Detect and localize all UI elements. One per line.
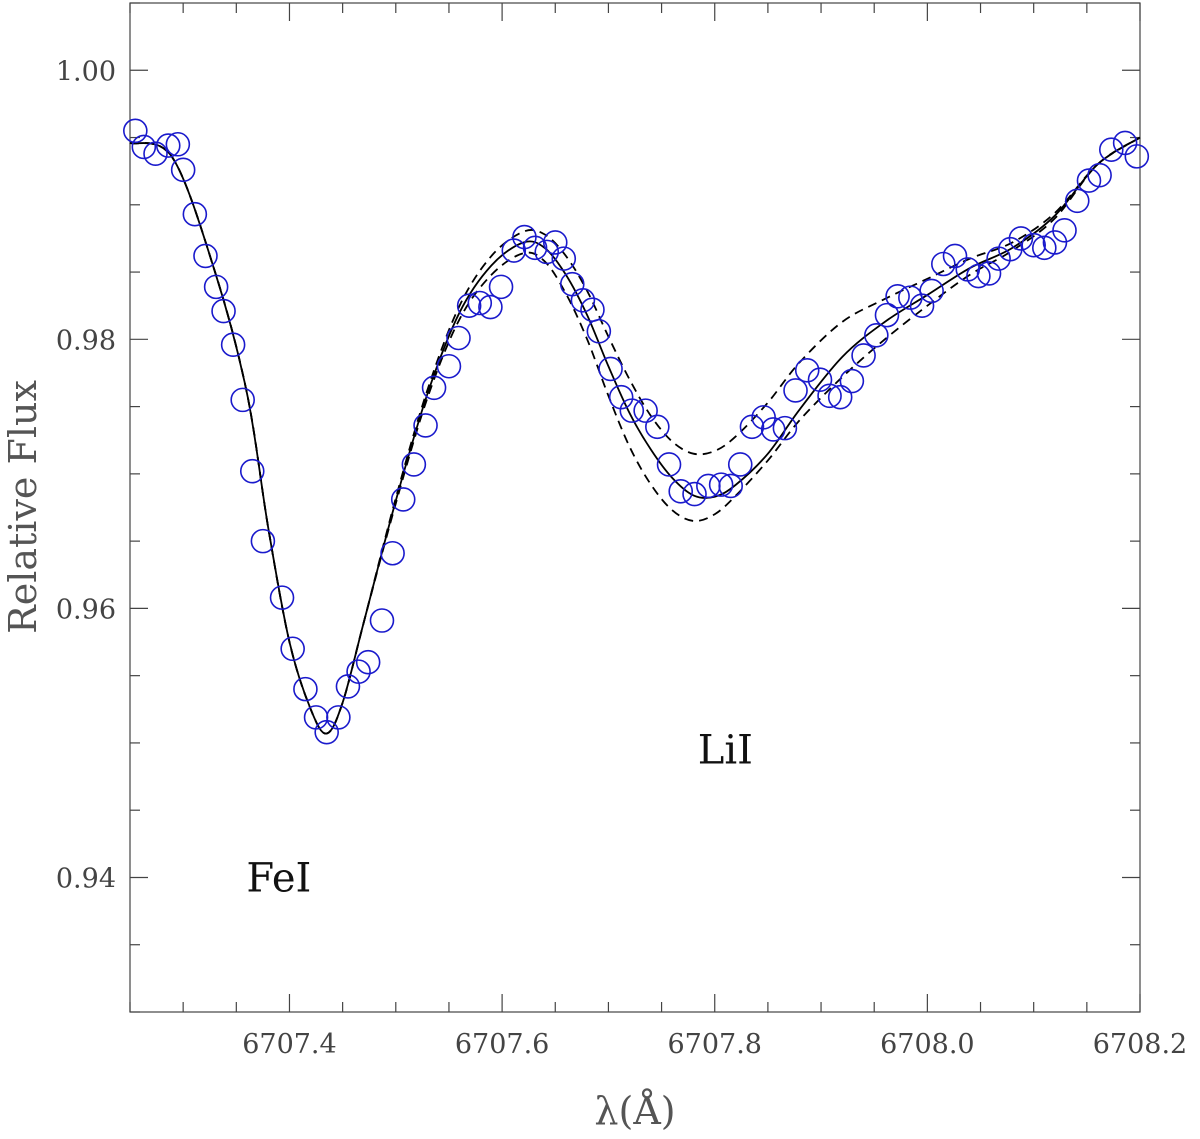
data-point: [211, 298, 236, 324]
data-point: [488, 274, 514, 300]
y-axis-title: Relative Flux: [1, 380, 45, 634]
plot-frame: [129, 2, 1141, 1013]
data-point: [1124, 144, 1150, 169]
y-tick-label: 1.00: [56, 56, 116, 87]
data-point: [727, 452, 753, 477]
data-point: [421, 375, 447, 401]
annotation-lii: LiI: [698, 728, 753, 774]
data-point: [220, 332, 246, 358]
data-point: [401, 452, 427, 477]
data-point: [570, 288, 596, 313]
data-point: [1021, 232, 1046, 258]
data-point: [551, 246, 577, 271]
data-point: [783, 378, 808, 403]
data-point: [839, 368, 865, 394]
data-point: [1098, 137, 1124, 162]
data-point: [346, 659, 371, 684]
data-point: [143, 141, 168, 166]
data-point: [380, 540, 405, 566]
data-point: [885, 283, 910, 309]
data-point: [155, 133, 181, 158]
data-point: [874, 302, 900, 328]
data-point: [230, 387, 255, 413]
data-point: [326, 705, 351, 730]
data-point: [314, 719, 339, 745]
data-point: [203, 274, 229, 300]
data-point: [269, 585, 295, 610]
data-point: [170, 157, 196, 183]
data-point: [668, 479, 694, 504]
data-point: [355, 649, 381, 675]
data-point: [633, 398, 658, 423]
x-axis-title: λ(Å): [594, 1089, 675, 1133]
data-point: [696, 473, 721, 499]
data-point: [794, 357, 820, 383]
data-point: [522, 235, 548, 261]
data-point: [542, 230, 568, 255]
data-point: [1064, 188, 1090, 214]
data-point: [682, 481, 707, 507]
data-point: [293, 676, 318, 702]
data-point: [656, 452, 682, 477]
annotation-fei: FeI: [246, 855, 311, 901]
data-point: [1087, 162, 1112, 188]
data-point: [718, 473, 743, 499]
data-point: [1112, 130, 1138, 156]
data-point: [478, 294, 503, 320]
data-point: [131, 134, 157, 160]
y-tick-label: 0.98: [56, 325, 116, 356]
data-point: [456, 293, 482, 319]
data-point: [772, 415, 798, 441]
data-point: [250, 528, 276, 554]
data-point: [165, 131, 191, 157]
data-point: [436, 353, 462, 379]
x-tick-label: 6707.6: [455, 1029, 549, 1060]
data-point: [645, 414, 670, 440]
data-point: [807, 367, 833, 392]
data-point: [193, 243, 218, 269]
data-point: [369, 608, 395, 633]
x-tick-label: 6707.4: [242, 1029, 336, 1060]
data-point: [280, 636, 305, 662]
y-tick-label: 0.94: [56, 863, 116, 894]
data-point: [598, 356, 623, 382]
data-point: [446, 325, 471, 351]
data-point: [182, 201, 208, 227]
data-point: [817, 383, 842, 409]
data-point: [413, 413, 438, 438]
data-point: [942, 243, 968, 269]
data-point: [586, 318, 612, 344]
data-point: [123, 118, 148, 144]
data-point: [1008, 226, 1034, 251]
data-point: [827, 384, 853, 410]
data-point: [909, 293, 935, 319]
dashed-model-line: [129, 136, 1141, 735]
best-fit-model-line: [129, 136, 1141, 735]
data-point: [239, 458, 265, 484]
data-point: [619, 398, 645, 423]
y-tick-label: 0.96: [56, 594, 116, 625]
x-tick-label: 6708.2: [1093, 1029, 1187, 1060]
data-point: [1052, 218, 1077, 243]
data-point: [390, 487, 416, 512]
data-point: [976, 261, 1002, 286]
data-point: [966, 263, 991, 289]
data-point: [919, 278, 944, 304]
data-point: [851, 343, 876, 368]
data-point: [303, 705, 329, 730]
data-point: [467, 290, 493, 316]
data-point: [760, 417, 786, 442]
data-point: [708, 472, 734, 497]
x-tick-label: 6707.8: [667, 1029, 761, 1060]
x-tick-label: 6708.0: [880, 1029, 974, 1060]
data-point: [864, 322, 889, 348]
data-point: [534, 239, 560, 265]
